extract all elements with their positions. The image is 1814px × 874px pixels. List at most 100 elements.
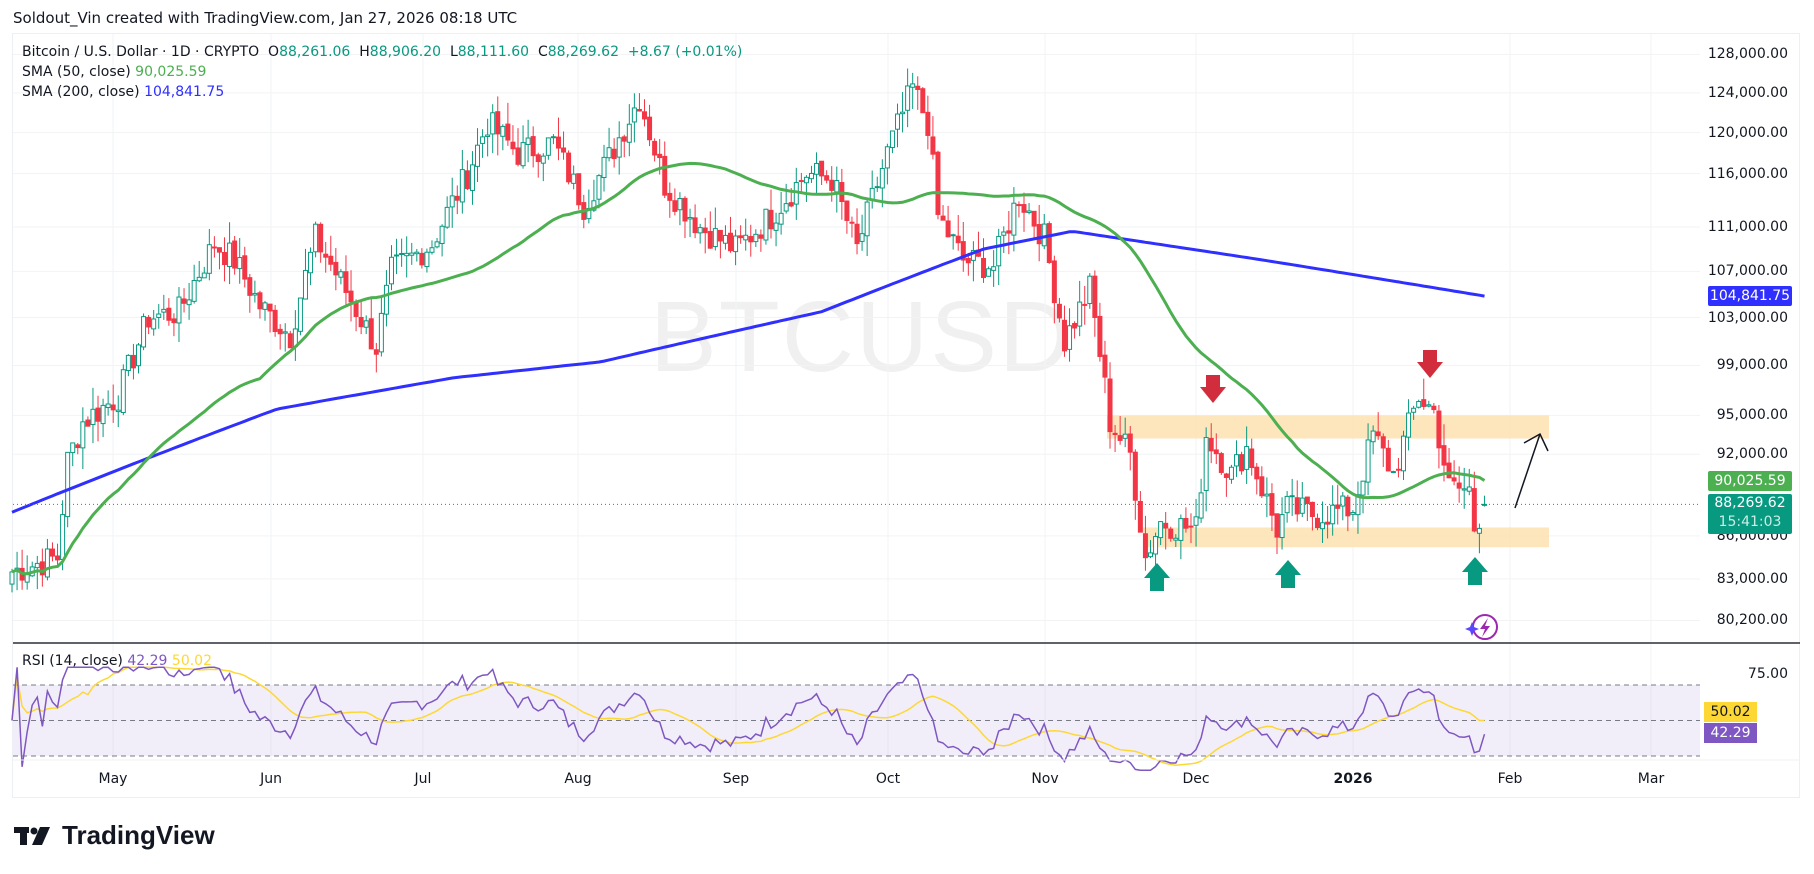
candle-down xyxy=(419,252,425,266)
sma50-line[interactable] xyxy=(11,161,1486,576)
candle-down xyxy=(1218,453,1224,473)
open-value: 88,261.06 xyxy=(279,44,351,60)
candle-down xyxy=(849,221,855,224)
candle-down xyxy=(829,179,835,191)
candle-up xyxy=(1011,202,1017,236)
candle-up xyxy=(996,235,1002,267)
sma200-price-tag: 104,841.75 xyxy=(1708,286,1792,306)
candle-up xyxy=(712,228,718,248)
candle-up xyxy=(469,164,475,191)
candle-up xyxy=(1330,504,1336,525)
sell-arrow-icon[interactable] xyxy=(1200,375,1226,403)
buy-arrow-icon[interactable] xyxy=(1462,557,1488,585)
candle-down xyxy=(1061,319,1067,352)
candle-up xyxy=(864,201,870,237)
candle-up xyxy=(884,146,890,169)
candle-down xyxy=(358,316,364,328)
sparkle-icon xyxy=(1465,622,1479,636)
candle-up xyxy=(763,208,769,241)
candle-down xyxy=(318,223,324,253)
price-axis-tick: 92,000.00 xyxy=(1716,446,1788,463)
candle-up xyxy=(1299,497,1305,514)
price-axis-tick: 107,000.00 xyxy=(1707,263,1788,280)
close-label: C xyxy=(537,44,548,60)
candle-down xyxy=(1117,435,1123,441)
symbol-title[interactable]: Bitcoin / U.S. Dollar · 1D · CRYPTO xyxy=(22,44,260,60)
time-axis-label: Aug xyxy=(564,771,592,787)
candle-down xyxy=(353,302,359,317)
candle-up xyxy=(100,404,106,425)
price-axis-tick: 83,000.00 xyxy=(1716,570,1788,587)
candle-up xyxy=(520,142,526,167)
rsi-line[interactable] xyxy=(11,666,1486,771)
sell-arrow-icon[interactable] xyxy=(1417,350,1443,378)
candle-up xyxy=(1461,488,1467,491)
rsi-legend[interactable]: RSI (14, close) 42.29 50.02 xyxy=(22,653,212,669)
sma200-legend[interactable]: SMA (200, close) 104,841.75 xyxy=(22,84,224,100)
candle-up xyxy=(34,562,40,569)
candle-up xyxy=(120,369,126,413)
candle-down xyxy=(920,88,926,114)
candle-up xyxy=(90,408,96,426)
candle-down xyxy=(146,316,152,328)
candle-up xyxy=(65,451,71,518)
rsi-ma-line[interactable] xyxy=(11,666,1485,767)
candle-up xyxy=(1041,223,1047,247)
candle-up xyxy=(1077,301,1083,327)
candle-down xyxy=(1036,224,1042,245)
candle-up xyxy=(70,442,76,454)
candle-up xyxy=(606,147,612,159)
sma200-line[interactable] xyxy=(11,230,1485,514)
candle-up xyxy=(475,144,481,167)
candle-down xyxy=(935,151,941,215)
candle-up xyxy=(414,251,420,255)
candle-down xyxy=(566,152,572,183)
candle-down xyxy=(788,202,794,207)
buy-arrow-icon[interactable] xyxy=(1144,563,1170,591)
candle-up xyxy=(161,308,167,313)
candle-up xyxy=(399,252,405,255)
candle-up xyxy=(1466,486,1472,492)
candle-up xyxy=(991,266,997,271)
candle-up xyxy=(156,313,162,318)
tradingview-logo[interactable]: TradingView xyxy=(14,820,215,851)
candle-up xyxy=(252,292,258,296)
candle-up xyxy=(262,302,268,310)
support-zone[interactable] xyxy=(1143,527,1549,548)
candle-up xyxy=(1401,435,1406,472)
candle-up xyxy=(859,233,865,242)
price-axis-tick: 95,000.00 xyxy=(1716,407,1788,424)
resistance-zone[interactable] xyxy=(1107,415,1549,439)
candle-up xyxy=(1067,325,1073,350)
candle-up xyxy=(141,316,147,348)
candle-up xyxy=(115,409,121,413)
candle-down xyxy=(505,123,511,141)
candle-up xyxy=(1279,514,1285,539)
candle-down xyxy=(1223,473,1229,478)
candle-down xyxy=(55,555,61,561)
open-label: O xyxy=(268,44,280,60)
buy-arrow-icon[interactable] xyxy=(1275,560,1301,588)
candle-up xyxy=(302,269,308,300)
projection-arrow[interactable] xyxy=(1514,433,1541,509)
candle-up xyxy=(814,162,820,175)
candle-down xyxy=(368,318,374,350)
candle-down xyxy=(854,223,860,245)
change-value: +8.67 (+0.01%) xyxy=(627,44,743,60)
candle-up xyxy=(616,137,622,158)
candle-up xyxy=(297,297,303,332)
candle-down xyxy=(824,175,830,181)
candle-up xyxy=(803,176,809,184)
candle-down xyxy=(216,247,222,253)
candle-up xyxy=(596,175,602,200)
sma50-legend[interactable]: SMA (50, close) 90,025.59 xyxy=(22,64,206,80)
candle-up xyxy=(1350,512,1356,515)
candle-up xyxy=(1198,492,1204,519)
candle-down xyxy=(1112,432,1118,436)
candle-down xyxy=(1325,521,1331,525)
lightning-bolt-icon xyxy=(1480,618,1490,637)
candle-down xyxy=(515,147,521,165)
candle-down xyxy=(348,290,354,303)
price-axis-tick: 80,200.00 xyxy=(1716,612,1788,629)
